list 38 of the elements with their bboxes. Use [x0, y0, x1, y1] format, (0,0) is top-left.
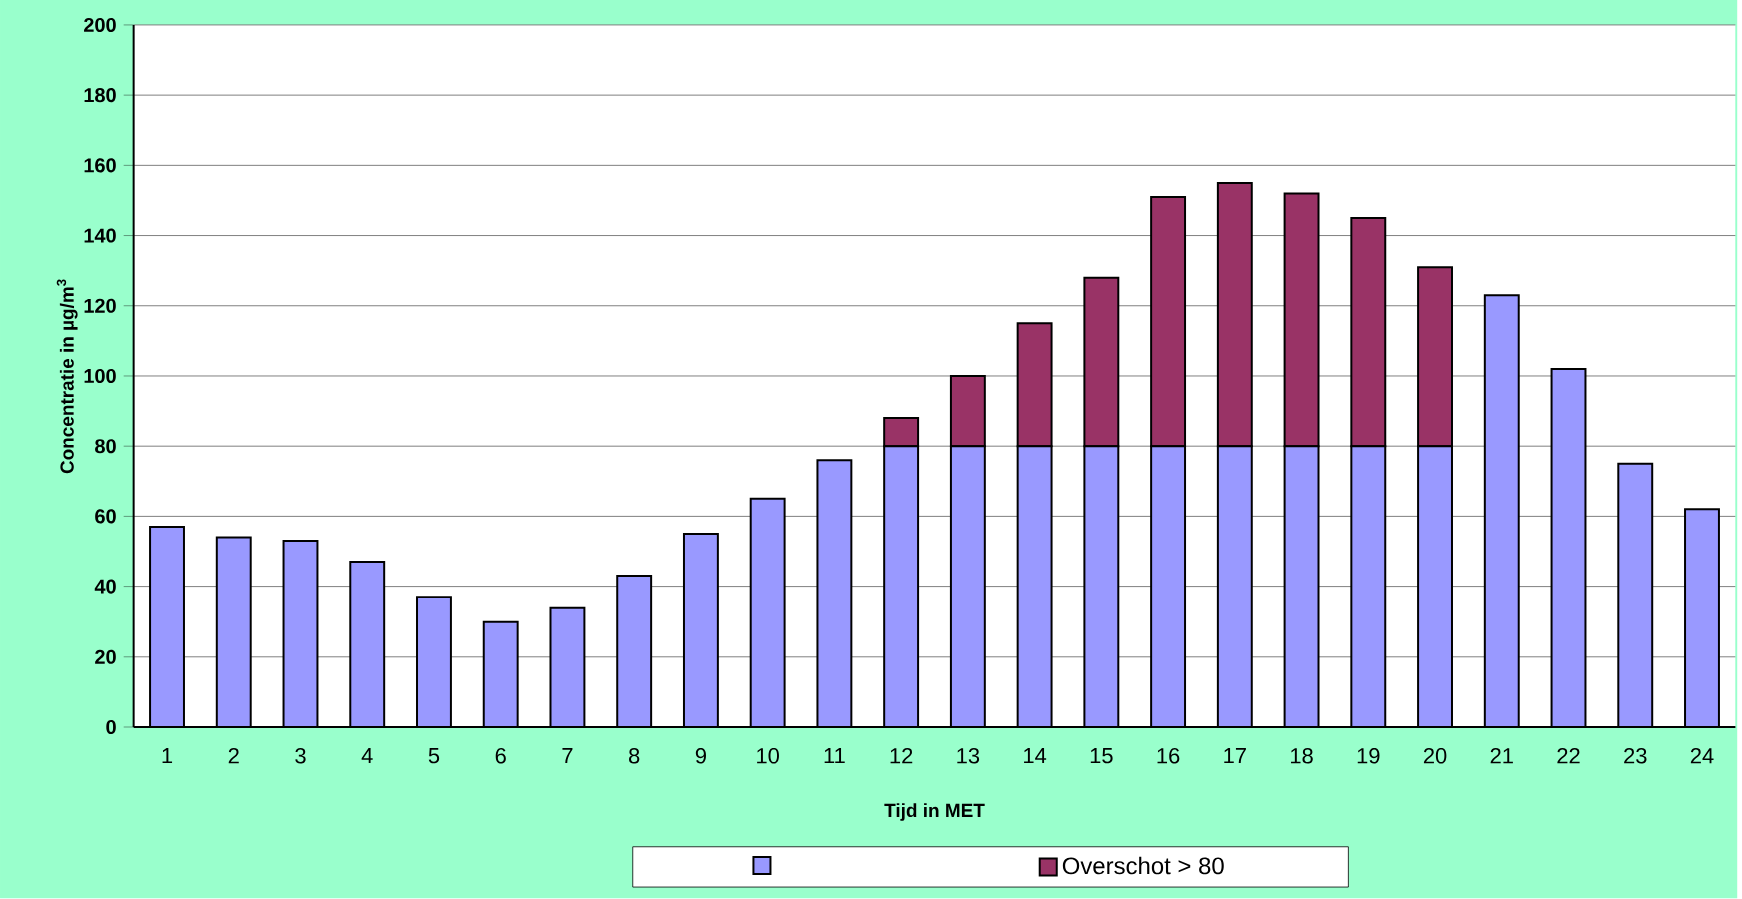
- x-tick-label: 15: [1090, 748, 1113, 764]
- x-axis-title: Tijd in MET: [884, 803, 985, 822]
- x-tick-label: 12: [890, 748, 913, 764]
- x-tick-label: 1: [162, 748, 173, 764]
- x-tick-label: 22: [1557, 748, 1580, 764]
- x-tick-label: 20: [1423, 748, 1447, 764]
- y-axis-title: Concentratie in µg/m$^{3}$: [56, 279, 78, 474]
- x-tick-label: 9: [695, 748, 706, 764]
- x-tick-label: 18: [1291, 748, 1313, 764]
- y-tick-label: 60: [95, 509, 116, 524]
- x-tick-label: 7: [562, 748, 573, 764]
- x-tick-label: 6: [495, 748, 506, 764]
- legend-label: Overschot > 80: [1062, 856, 1224, 875]
- y-tick-label: 0: [106, 720, 116, 735]
- y-tick-label: 200: [84, 18, 116, 33]
- x-tick-label: 16: [1157, 748, 1180, 764]
- x-tick-label: 13: [957, 748, 980, 764]
- x-tick-label: 2: [228, 748, 239, 764]
- y-tick-label: 80: [95, 439, 116, 454]
- x-tick-label: 11: [824, 748, 845, 764]
- x-tick-label: 19: [1357, 748, 1380, 764]
- y-tick-label: 140: [84, 228, 116, 243]
- y-tick-label: 160: [84, 158, 116, 173]
- x-tick-label: 14: [1024, 748, 1047, 764]
- x-tick-label: 10: [757, 748, 779, 764]
- y-tick-label: 100: [84, 369, 116, 384]
- y-tick-label: 20: [95, 649, 116, 665]
- x-tick-label: 23: [1624, 748, 1647, 764]
- x-tick-label: 21: [1490, 748, 1513, 764]
- x-tick-label: 8: [629, 748, 640, 764]
- x-tick-label: 4: [361, 748, 373, 764]
- x-tick-label: 3: [295, 748, 306, 764]
- x-tick-label: 24: [1690, 748, 1714, 764]
- x-tick-label: 17: [1224, 748, 1246, 764]
- y-tick-label: 120: [84, 298, 116, 314]
- y-tick-label: 40: [94, 579, 116, 594]
- x-tick-label: 5: [428, 748, 440, 764]
- y-tick-label: 180: [84, 88, 116, 103]
